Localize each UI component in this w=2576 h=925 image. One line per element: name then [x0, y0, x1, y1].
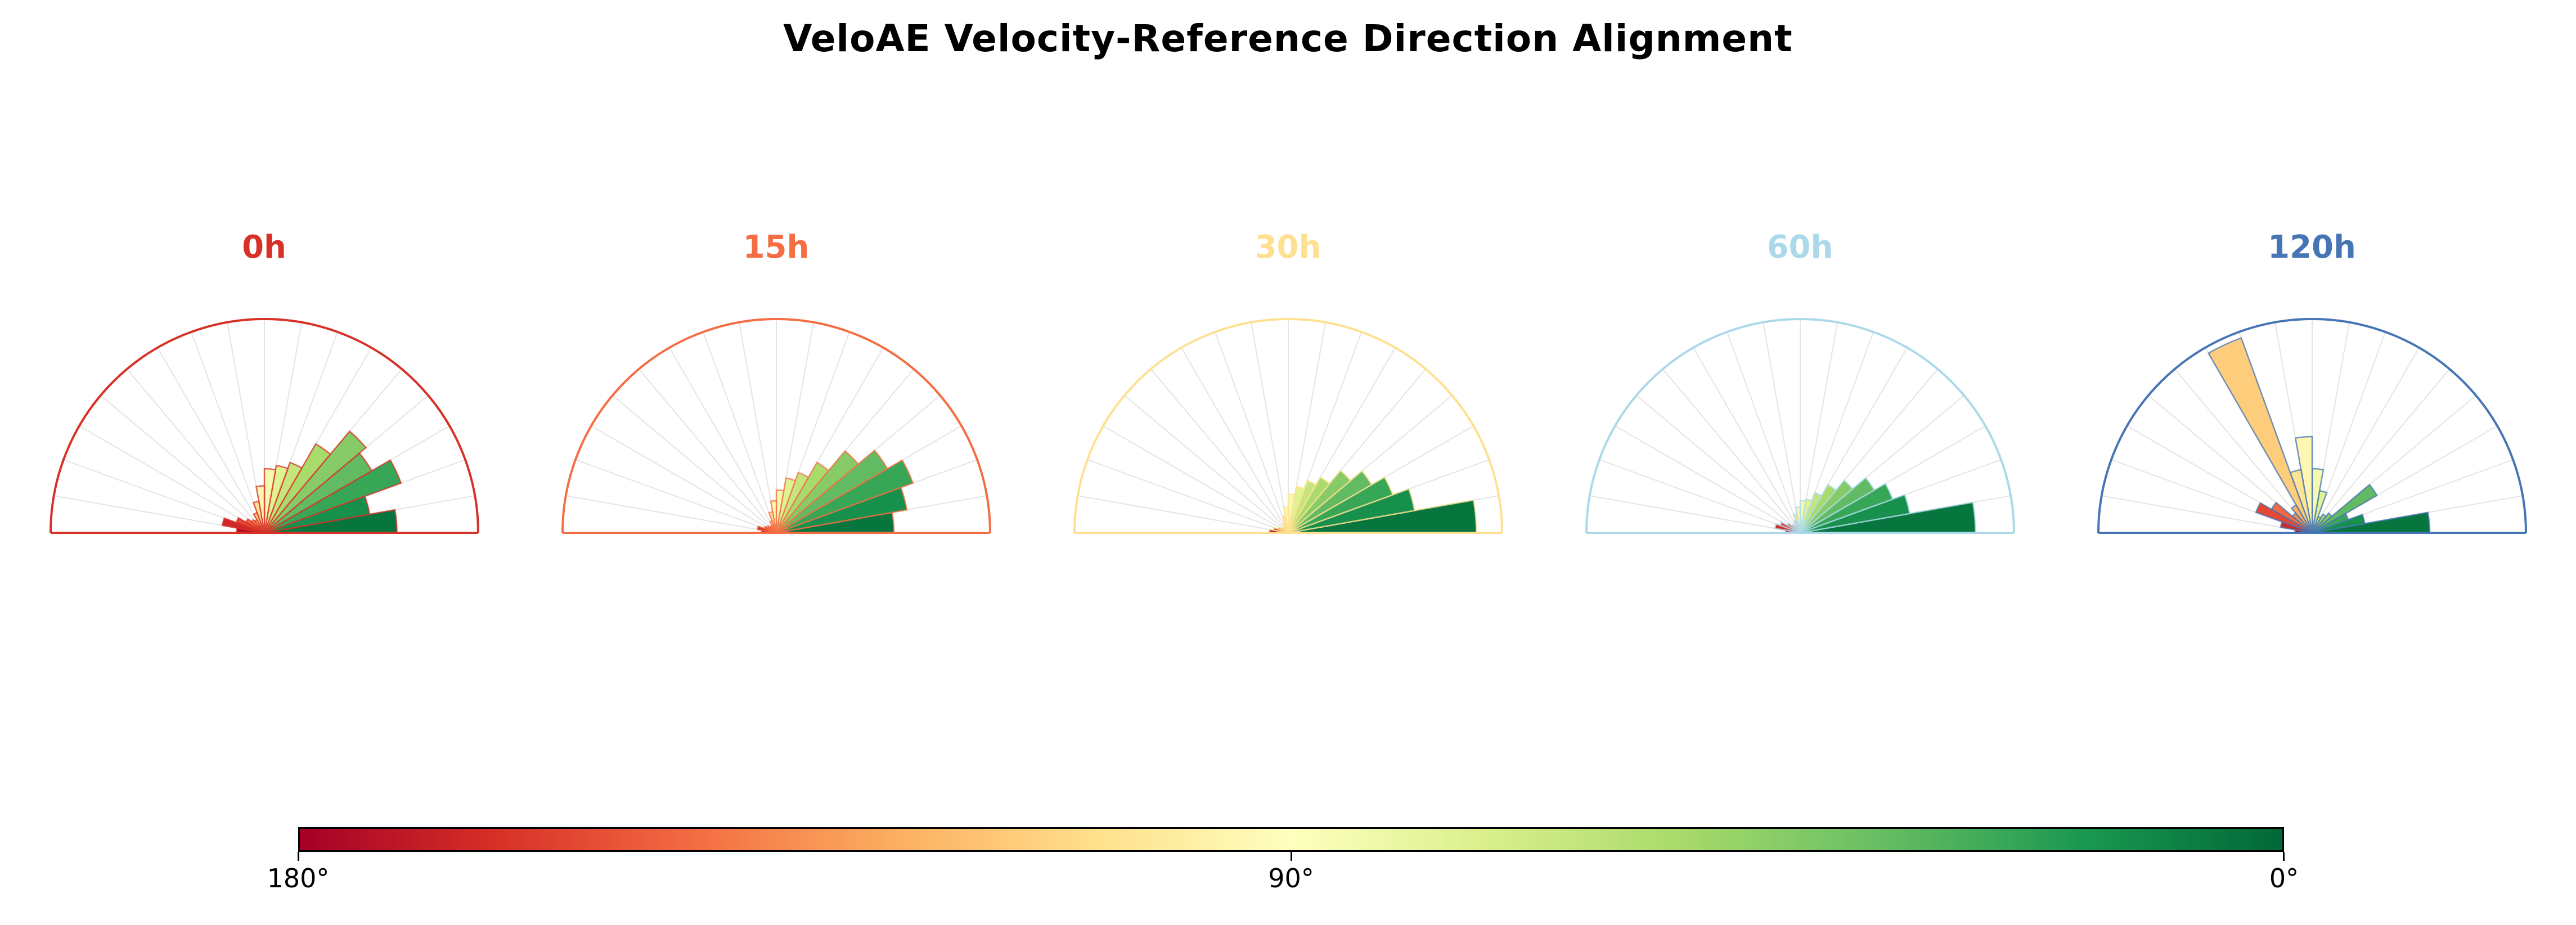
grid-spoke [1599, 459, 1800, 533]
colorbar-tick-180 [298, 852, 299, 861]
grid-spoke [1077, 495, 1288, 533]
rose-bar [1287, 470, 1373, 534]
colorbar-gradient [298, 827, 2284, 852]
rose-bar [2254, 502, 2313, 534]
grid-spoke [638, 369, 777, 533]
rose-bar [1774, 523, 1800, 534]
grid-spoke [126, 369, 265, 533]
rose-bar [263, 443, 331, 533]
panel-arc [1585, 318, 2015, 533]
rose-panel-60h: 60h [1570, 229, 2031, 547]
grid-spoke [1250, 322, 1289, 533]
rose-bar [2311, 483, 2378, 534]
grid-spoke [1150, 369, 1289, 533]
grid-spoke [1692, 347, 1801, 533]
rose-bar [263, 464, 289, 533]
colorbar-label-0: 0° [2269, 863, 2299, 893]
colorbar-label-90: 90° [1268, 863, 1314, 893]
rose-chart-60h [1585, 318, 2015, 534]
rose-panel-120h: 120h [2082, 229, 2543, 547]
grid-spoke [1123, 394, 1289, 533]
colorbar-tick-0 [2283, 852, 2285, 861]
colorbar-label-180: 180° [267, 863, 330, 893]
rose-bar [1799, 479, 1854, 533]
grid-spoke [1180, 347, 1289, 533]
grid-spoke [1635, 394, 1801, 533]
rose-chart-120h [2097, 318, 2527, 534]
rose-bar [1287, 479, 1317, 533]
panel-title-0h: 0h [242, 229, 286, 266]
grid-spoke [1799, 322, 1838, 533]
rose-bar [263, 468, 276, 533]
rose-bar [775, 477, 796, 533]
grid-spoke [1087, 459, 1288, 533]
grid-spoke [2174, 369, 2313, 533]
grid-spoke [78, 425, 265, 533]
grid-spoke [1102, 425, 1289, 533]
panel-arc [49, 318, 479, 533]
grid-spoke [612, 394, 777, 533]
rose-bar [775, 450, 859, 533]
grid-spoke [1726, 331, 1801, 533]
panel-title-60h: 60h [1766, 229, 1833, 266]
rose-bar [221, 517, 264, 534]
rose-bar [1799, 500, 1806, 533]
rose-bar [1287, 476, 1330, 533]
rose-bar [1799, 483, 1837, 533]
panel-arc [561, 318, 991, 533]
grid-spoke [1589, 495, 1800, 533]
rose-bar [2207, 337, 2313, 533]
rose-bar [263, 461, 303, 533]
rose-bar [775, 461, 830, 533]
grid-spoke [100, 394, 265, 533]
rose-chart-15h [561, 318, 991, 534]
rose-panel-30h: 30h [1058, 229, 1519, 547]
rose-bar [2279, 520, 2312, 534]
grid-spoke [702, 331, 777, 533]
rose-bar [775, 449, 888, 534]
grid-spoke [2311, 369, 2450, 533]
rose-bar [1799, 498, 1813, 533]
grid-spoke [2101, 495, 2312, 533]
rose-panels: 0h 15h 30h 60h 120h [0, 229, 2576, 547]
rose-bar [775, 459, 914, 534]
grid-spoke [1762, 322, 1801, 533]
grid-spoke [738, 322, 777, 533]
rose-bar [263, 430, 367, 533]
panel-arc [2097, 318, 2527, 533]
grid-spoke [156, 347, 265, 533]
panel-arc [1073, 318, 1503, 533]
grid-spoke [1614, 425, 1801, 533]
rose-bar [1287, 469, 1351, 533]
rose-bar [1287, 486, 1305, 533]
rose-chart-30h [1073, 318, 1503, 534]
rose-bar [775, 472, 810, 533]
colorbar-tick-90 [1291, 852, 1292, 861]
panel-title-120h: 120h [2268, 229, 2356, 266]
grid-spoke [1214, 331, 1289, 533]
figure-title: VeloAE Velocity-Reference Direction Alig… [783, 17, 1793, 60]
rose-chart-0h [49, 318, 479, 534]
grid-spoke [1662, 369, 1801, 533]
rose-bar [1799, 477, 1875, 534]
rose-bar [775, 489, 785, 533]
rose-panel-0h: 0h [34, 229, 495, 547]
colorbar: 180° 90° 0° [267, 827, 2299, 900]
rose-bar [1287, 476, 1393, 534]
grid-spoke [575, 459, 776, 533]
grid-spoke [190, 331, 265, 533]
rose-bar [1799, 482, 1894, 534]
grid-spoke [2311, 347, 2420, 533]
rose-panel-15h: 15h [546, 229, 1007, 547]
panel-title-30h: 30h [1255, 229, 1321, 266]
rose-bar [756, 525, 776, 534]
rose-bar [1799, 491, 1823, 533]
grid-spoke [565, 495, 776, 533]
rose-bar [263, 459, 402, 534]
panel-title-15h: 15h [743, 229, 810, 266]
grid-spoke [668, 347, 777, 533]
grid-spoke [590, 425, 777, 533]
rose-bar [1287, 493, 1296, 533]
